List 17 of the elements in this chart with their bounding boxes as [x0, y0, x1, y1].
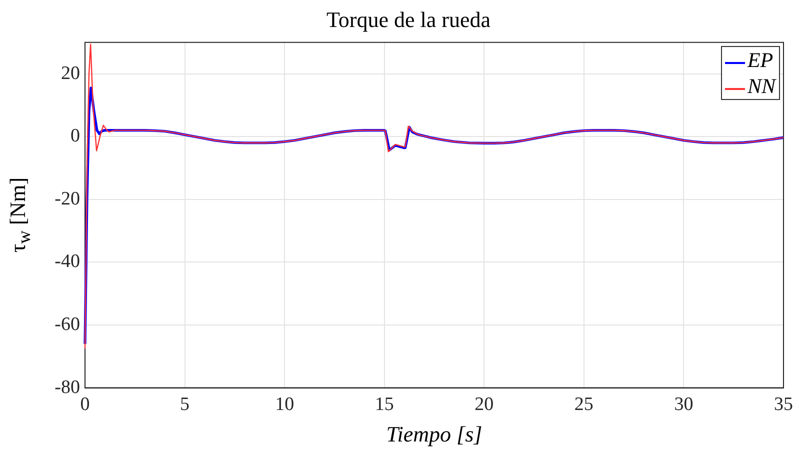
y-tick-label: -60	[54, 314, 80, 335]
legend-label: NN	[746, 73, 776, 100]
x-tick-label: 10	[275, 394, 294, 416]
y-tick-label: 20	[61, 62, 80, 84]
y-tick-label: -80	[54, 376, 80, 398]
x-tick-label: 30	[674, 394, 694, 416]
x-tick-label: 20	[474, 394, 494, 416]
x-axis-title: Tiempo [s]	[386, 422, 482, 447]
y-tick-label: 0	[70, 126, 80, 147]
x-tick-label: 5	[180, 394, 190, 416]
y-tick-label: -40	[54, 251, 80, 272]
legend-label: EP	[746, 47, 774, 74]
x-tick-label: 15	[374, 394, 394, 416]
x-tick-label: 35	[774, 394, 793, 416]
y-tick-label: -20	[54, 188, 80, 210]
x-tick-label: 25	[574, 394, 594, 416]
chart-title: Torque de la rueda	[326, 6, 491, 32]
